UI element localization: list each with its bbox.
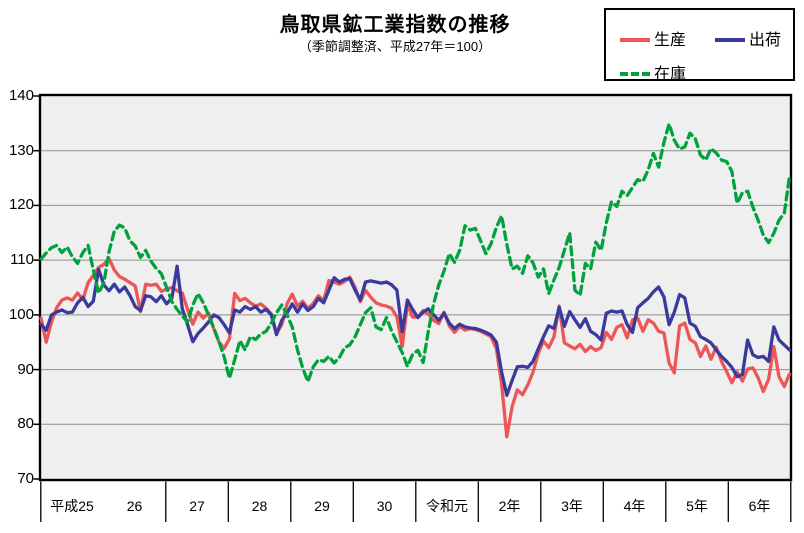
x-year-label: 令和元 — [426, 498, 469, 514]
x-year-label: 平成25 — [50, 498, 94, 514]
legend-item-production: 生産 — [620, 26, 687, 49]
x-year-label: 2年 — [498, 498, 521, 514]
chart-subtitle: （季節調整済、平成27年＝100） — [298, 39, 492, 54]
y-tick-label: 90 — [17, 360, 34, 378]
y-tick-label: 120 — [8, 196, 34, 214]
chart-title: 鳥取県鉱工業指数の推移 — [279, 14, 511, 36]
y-tick-label: 110 — [10, 251, 34, 269]
x-year-label: 4年 — [623, 498, 646, 514]
y-tick-label: 130 — [8, 141, 34, 159]
x-year-label: 28 — [251, 498, 268, 514]
y-tick-label: 70 — [17, 470, 34, 487]
x-year-label: 6年 — [748, 498, 771, 514]
y-tick-label: 140 — [8, 87, 34, 104]
shipment-line-swatch-icon — [715, 38, 745, 42]
x-year-label: 5年 — [686, 498, 708, 514]
legend-label: 出荷 — [749, 32, 782, 49]
plot-frame — [38, 93, 793, 482]
x-year-label: 27 — [189, 498, 205, 514]
production-line-swatch-icon — [620, 38, 650, 42]
legend: 生産 出荷 在庫 — [604, 8, 795, 83]
legend-item-shipment: 出荷 — [715, 26, 782, 49]
legend-label: 在庫 — [654, 66, 687, 83]
series-出荷 — [39, 264, 792, 397]
y-tick-label: 80 — [17, 415, 34, 433]
x-year-label: 3年 — [561, 498, 583, 514]
series-在庫 — [39, 122, 792, 384]
x-year-label: 30 — [376, 498, 393, 514]
inventory-line-swatch-icon — [620, 72, 650, 76]
legend-item-inventory: 在庫 — [620, 60, 687, 83]
x-year-label: 26 — [126, 498, 143, 514]
y-tick-label: 100 — [8, 305, 34, 323]
x-year-label: 29 — [314, 498, 330, 514]
legend-label: 生産 — [654, 32, 687, 49]
